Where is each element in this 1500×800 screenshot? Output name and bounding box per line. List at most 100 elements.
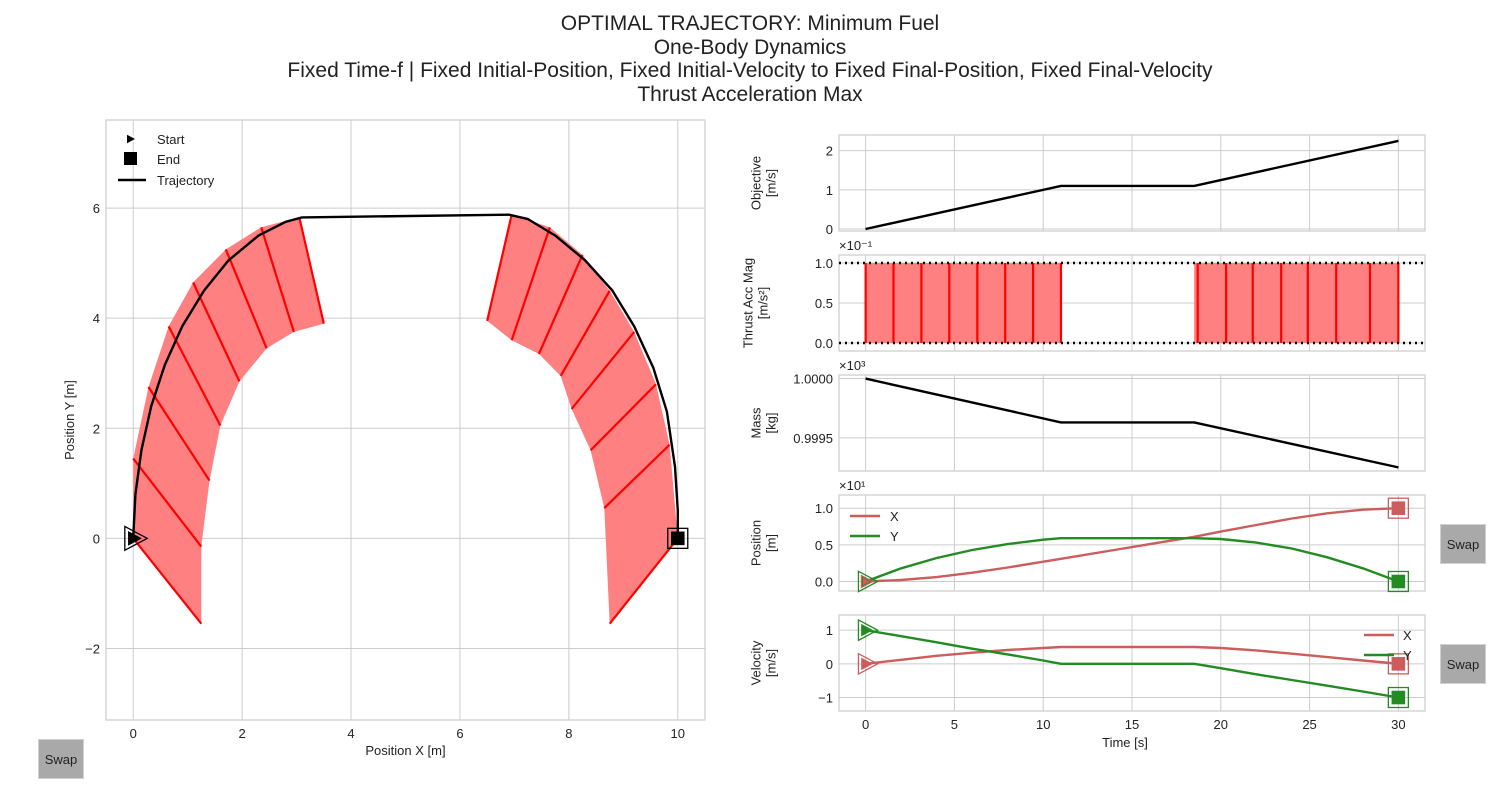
thrust-fill <box>865 263 1061 343</box>
velocity-y-end-marker-outline <box>1387 686 1410 709</box>
thrust-fill <box>1194 263 1399 343</box>
thrust-vector <box>132 457 203 548</box>
position-y-start-marker-outline <box>857 570 880 593</box>
position-x-line <box>865 507 1399 583</box>
trajectory-xtick-label: 4 <box>347 726 354 741</box>
thrust-vector <box>486 214 513 322</box>
trajectory-ytick-label: 0 <box>93 531 100 546</box>
thrust-vector <box>559 290 611 377</box>
trajectory-xtick-label: 6 <box>456 726 463 741</box>
velocity-xtick-label: 10 <box>1036 717 1050 732</box>
trajectory-xtick-label: 0 <box>130 726 137 741</box>
velocity-xtick-label: 15 <box>1125 717 1139 732</box>
thrust-ytick-label: 1.0 <box>815 256 833 271</box>
velocity-x-start-marker <box>861 657 874 671</box>
trajectory-ytick-label: 2 <box>93 421 100 436</box>
position-ytick-label: 0.5 <box>815 538 833 553</box>
position-y-end-marker-outline <box>1387 570 1410 593</box>
thrust-vector <box>570 331 636 410</box>
position-x-start-marker-outline <box>860 574 875 589</box>
trajectory-ytick-label: −2 <box>85 641 100 656</box>
velocity-legend-y-label: Y <box>1403 648 1412 663</box>
position-x-end-marker <box>1391 501 1406 515</box>
thrust-vector <box>510 226 551 341</box>
thrust-exponent: ×10⁻¹ <box>839 238 873 253</box>
start-marker-outline <box>124 525 149 552</box>
swap-button-velocity[interactable]: Swap <box>1440 644 1486 684</box>
mass-exponent: ×10³ <box>839 358 866 373</box>
objective-ytick-label: 2 <box>826 144 833 159</box>
position-ylabel: Position <box>749 520 764 566</box>
end-marker-outline <box>667 527 689 549</box>
position-ylabel: [m] <box>764 534 779 552</box>
trajectory-xlabel: Position X [m] <box>365 743 445 758</box>
thrust-vector <box>192 281 241 382</box>
position-x-end-marker-outline <box>1387 497 1410 519</box>
objective-ylabel: Objective <box>749 156 764 210</box>
trajectory-line <box>132 213 679 539</box>
thrust-vector <box>132 537 203 625</box>
thrust-region-1 <box>133 217 324 624</box>
title-line-4: Thrust Acceleration Max <box>637 82 863 106</box>
position-x-start-marker <box>863 577 870 586</box>
end-marker <box>670 531 685 546</box>
legend-start-label: Start <box>157 132 185 147</box>
position-ytick-label: 0.0 <box>815 574 833 589</box>
objective-ytick-label: 0 <box>826 222 833 237</box>
velocity-legend-x-label: X <box>1403 628 1412 643</box>
legend-start-marker <box>127 134 135 144</box>
trajectory-ytick-label: 6 <box>93 201 100 216</box>
thrust-ytick-label: 0.5 <box>815 296 833 311</box>
velocity-y-start-marker-outline <box>857 618 880 642</box>
velocity-xlabel: Time [s] <box>1102 735 1148 750</box>
velocity-y-start-marker <box>861 623 874 637</box>
trajectory-axes: 0 2 4 6 8 10 −2 0 2 4 6 Position X [m] Position Y [m… <box>62 119 706 758</box>
legend-end-marker <box>124 152 137 165</box>
start-marker <box>128 530 142 546</box>
swap-button-trajectory[interactable]: Swap <box>38 739 84 779</box>
velocity-y-end-marker <box>1391 690 1406 705</box>
trajectory-ylabel: Position Y [m] <box>62 380 77 460</box>
position-ytick-label: 1.0 <box>815 501 833 516</box>
thrust-region-2 <box>487 214 678 624</box>
trajectory-xtick-label: 2 <box>239 726 246 741</box>
velocity-ytick-label: −1 <box>818 691 833 706</box>
thrust-vector <box>260 227 295 333</box>
thrust-vector <box>224 248 268 349</box>
legend-start-marker-outline <box>124 131 140 147</box>
thrust-vector <box>608 537 679 625</box>
mass-ytick-label: 0.9995 <box>793 431 833 446</box>
mass-ylabel: Mass <box>749 407 764 439</box>
thrust-vector <box>589 383 657 452</box>
objective-ytick-label: 1 <box>826 183 833 198</box>
thrust-ylabel: Thrust Acc Mag <box>741 258 756 348</box>
velocity-x-line <box>865 645 1399 665</box>
swap-button-position[interactable]: Swap <box>1440 524 1486 564</box>
thrust-vector <box>603 443 671 509</box>
mass-ylabel: [kg] <box>764 413 779 434</box>
position-exponent: ×10¹ <box>839 478 866 493</box>
thrust-vector <box>537 254 584 355</box>
velocity-ylabel: [m/s] <box>764 649 779 677</box>
velocity-xtick-label: 0 <box>862 717 869 732</box>
velocity-xtick-label: 5 <box>951 717 958 732</box>
thrust-vector <box>298 217 325 324</box>
thrust-vector <box>167 325 222 427</box>
title-line-2: One-Body Dynamics <box>653 35 847 59</box>
position-y-end-marker <box>1391 574 1406 589</box>
position-axes: 0.0 0.5 1.0 ×10¹ Position [m] XY <box>749 478 1426 593</box>
objective-line <box>865 139 1399 231</box>
velocity-ylabel: Velocity <box>749 640 764 685</box>
position-y-line <box>865 537 1399 583</box>
figure-title: OPTIMAL TRAJECTORY: Minimum Fuel One-Bod… <box>0 12 1500 106</box>
velocity-xtick-label: 20 <box>1214 717 1228 732</box>
thrust-axes: 0.0 0.5 1.0 ×10⁻¹ Thrust Acc Mag [m/s²] <box>741 238 1426 352</box>
title-line-1: OPTIMAL TRAJECTORY: Minimum Fuel <box>560 12 940 35</box>
velocity-y-line <box>865 629 1399 699</box>
trajectory-xtick-label: 8 <box>565 726 572 741</box>
legend-end-label: End <box>157 152 180 167</box>
title-line-3: Fixed Time-f | Fixed Initial-Position, F… <box>287 59 1213 82</box>
velocity-xtick-label: 25 <box>1302 717 1316 732</box>
trajectory-ytick-label: 4 <box>93 311 100 326</box>
